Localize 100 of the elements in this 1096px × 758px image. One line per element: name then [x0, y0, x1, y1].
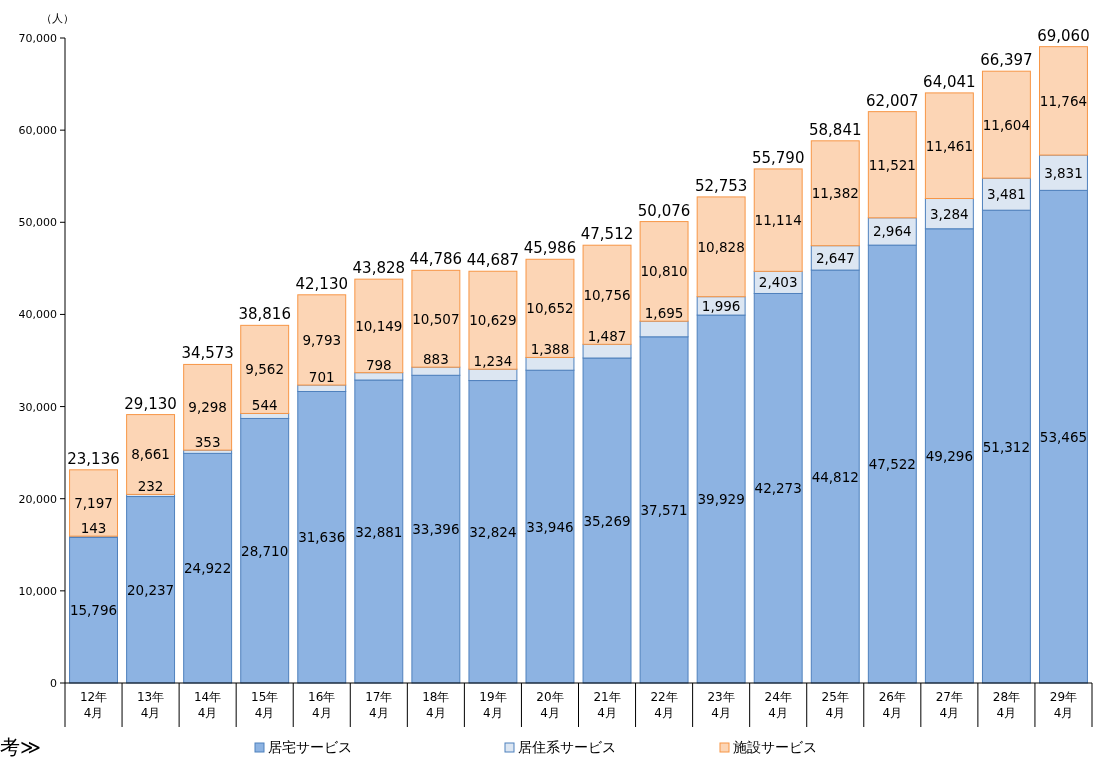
x-tick-label: 15年 4月: [251, 690, 279, 720]
total-label: 43,828: [352, 259, 406, 278]
x-tick-label: 12年 4月: [79, 690, 108, 720]
total-label: 64,041: [923, 72, 976, 91]
data-label: 7,197: [74, 494, 113, 511]
data-label: 3,831: [1044, 164, 1083, 181]
legend-label: 居宅サービス: [268, 739, 352, 755]
data-label: 11,604: [982, 116, 1031, 133]
data-label: 32,881: [355, 523, 403, 540]
data-label: 143: [80, 520, 107, 537]
data-label: 1,996: [701, 297, 741, 314]
data-label: 3,481: [987, 186, 1026, 203]
y-axis-title: （人）: [40, 12, 74, 25]
total-label: 58,841: [809, 120, 862, 139]
x-tick-label: 28年 4月: [992, 690, 1021, 720]
data-label: 24,922: [184, 560, 232, 577]
data-label: 3,284: [930, 205, 969, 222]
x-tick-label: 13年 4月: [136, 690, 165, 720]
x-tick-label: 16年 4月: [308, 690, 336, 720]
data-label: 10,629: [469, 312, 517, 329]
data-label: 42,273: [754, 480, 802, 497]
x-tick-label: 19年 4月: [479, 690, 507, 720]
x-tick-label: 27年 4月: [935, 690, 963, 720]
data-label: 2,647: [815, 249, 855, 266]
data-label: 11,521: [868, 156, 916, 173]
x-tick-label: 29年 4月: [1049, 690, 1078, 720]
data-label: 33,396: [412, 521, 460, 538]
data-label: 798: [365, 356, 392, 373]
y-tick-label: 60,000: [18, 124, 57, 138]
data-label: 9,298: [188, 399, 227, 416]
x-tick-label: 24年 4月: [764, 690, 792, 720]
total-label: 69,060: [1037, 26, 1090, 45]
total-label: 66,397: [980, 51, 1033, 70]
total-label: 34,573: [181, 344, 234, 363]
total-label: 23,136: [67, 449, 120, 468]
data-label: 28,710: [241, 542, 289, 559]
x-tick-label: 20年 4月: [536, 690, 564, 720]
data-label: 353: [194, 434, 221, 451]
total-label: 44,786: [409, 250, 463, 269]
total-label: 45,986: [523, 239, 577, 258]
total-label: 50,076: [637, 201, 691, 220]
data-label: 9,793: [302, 331, 342, 348]
data-label: 33,946: [526, 518, 574, 535]
data-label: 2,964: [872, 223, 912, 240]
data-label: 8,661: [131, 446, 170, 463]
data-label: 10,652: [526, 300, 574, 317]
y-tick-label: 30,000: [18, 400, 57, 414]
data-label: 10,507: [412, 310, 460, 327]
data-label: 15,796: [69, 602, 118, 619]
y-tick-label: 50,000: [18, 216, 57, 230]
data-label: 1,695: [644, 305, 684, 322]
legend-label: 施設サービス: [733, 739, 817, 755]
data-label: 232: [137, 478, 164, 495]
x-tick-label: 25年 4月: [821, 690, 849, 720]
total-label: 44,687: [466, 251, 520, 270]
text: 考≫: [0, 735, 41, 758]
data-label: 10,810: [640, 263, 688, 280]
data-label: 44,812: [811, 468, 859, 485]
data-label: 1,487: [587, 328, 627, 345]
y-tick-label: 10,000: [18, 584, 57, 598]
data-label: 11,764: [1039, 92, 1088, 109]
x-tick-label: 21年 4月: [593, 690, 621, 720]
y-tick-label: 0: [50, 677, 57, 690]
data-label: 11,114: [754, 212, 802, 229]
data-label: 1,388: [530, 341, 570, 358]
data-label: 544: [251, 397, 278, 414]
data-label: 11,461: [925, 137, 973, 154]
total-label: 42,130: [295, 274, 348, 293]
x-tick-label: 23年 4月: [707, 690, 735, 720]
legend-label: 居住系サービス: [518, 739, 616, 755]
x-tick-label: 18年 4月: [422, 690, 450, 720]
data-label: 10,756: [583, 286, 631, 303]
data-label: 2,403: [758, 274, 798, 291]
x-tick-label: 22年 4月: [650, 690, 678, 720]
total-label: 52,753: [694, 176, 748, 195]
total-label: 29,130: [124, 394, 177, 413]
x-tick-label: 26年 4月: [878, 690, 906, 720]
data-label: 10,828: [697, 238, 745, 255]
total-label: 47,512: [580, 225, 634, 244]
total-label: 62,007: [866, 91, 919, 110]
data-label: 31,636: [298, 529, 346, 546]
data-label: 37,571: [640, 501, 688, 518]
data-label: 10,149: [355, 317, 403, 334]
data-label: 35,269: [583, 512, 631, 529]
data-label: 701: [308, 369, 335, 386]
total-label: 38,816: [238, 305, 291, 324]
data-label: 883: [422, 351, 449, 368]
total-label: 55,790: [751, 148, 805, 167]
data-label: 49,296: [925, 447, 973, 464]
y-tick-label: 70,000: [18, 32, 57, 45]
data-label: 9,562: [245, 361, 285, 378]
data-label: 53,465: [1039, 428, 1088, 445]
data-label: 1,234: [473, 353, 513, 370]
data-label: 11,382: [811, 185, 859, 202]
data-label: 51,312: [982, 438, 1031, 455]
y-tick-label: 20,000: [18, 492, 57, 506]
data-label: 20,237: [126, 581, 175, 598]
x-tick-label: 14年 4月: [194, 690, 222, 720]
data-label: 32,824: [469, 523, 517, 540]
data-label: 39,929: [697, 491, 745, 508]
